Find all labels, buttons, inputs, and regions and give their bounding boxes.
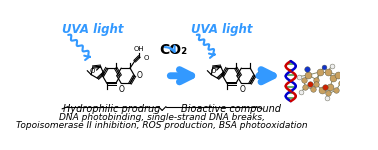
Text: O: O	[137, 71, 143, 80]
Text: O: O	[210, 68, 215, 74]
Text: O: O	[90, 68, 96, 74]
Text: O: O	[143, 55, 149, 61]
Text: O: O	[257, 71, 263, 80]
Text: O: O	[119, 85, 125, 94]
Text: CO₂: CO₂	[159, 43, 187, 57]
Text: Topoisomerase II inhibition, ROS production, BSA photooxidation: Topoisomerase II inhibition, ROS product…	[16, 121, 308, 130]
Text: O: O	[239, 85, 245, 94]
Text: UVA light: UVA light	[62, 23, 124, 36]
Text: OH: OH	[134, 46, 145, 52]
Text: DNA photobinding, single-strand DNA breaks,: DNA photobinding, single-strand DNA brea…	[59, 113, 265, 122]
Text: UVA light: UVA light	[191, 23, 252, 36]
Text: Bioactive compound: Bioactive compound	[181, 104, 282, 114]
Text: Hydrophilic prodrug: Hydrophilic prodrug	[63, 104, 160, 114]
